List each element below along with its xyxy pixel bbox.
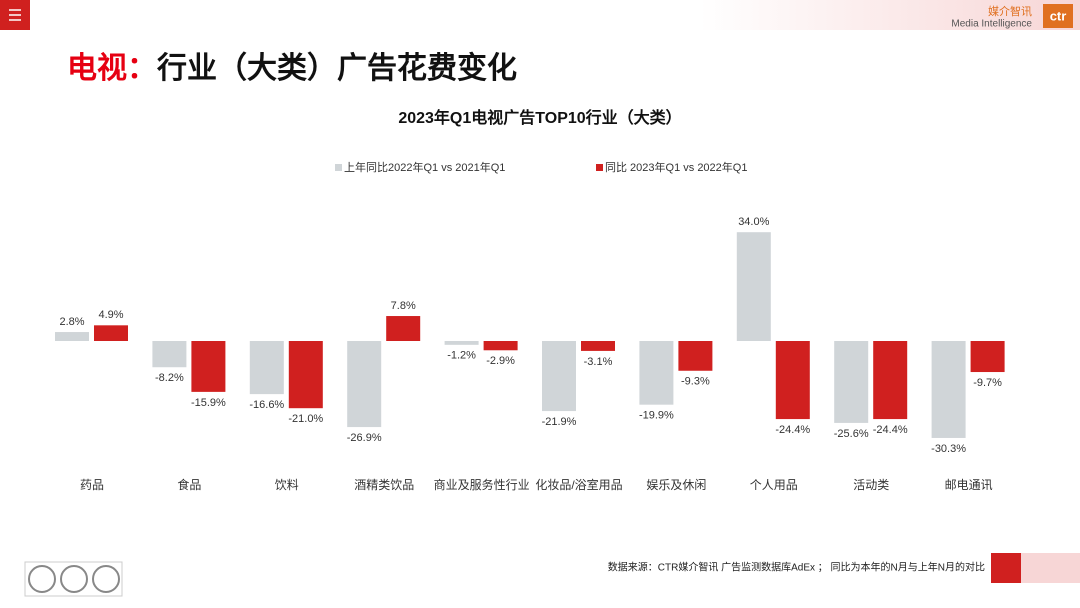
x-tick-label: 活动类 xyxy=(853,478,889,492)
title-main: 行业（大类）广告花费变化 xyxy=(156,51,517,85)
legend-swatch xyxy=(596,164,603,171)
data-label: 7.8% xyxy=(391,300,416,312)
x-tick-label: 化妆品/浴室用品 xyxy=(535,477,622,492)
bar xyxy=(152,341,187,368)
data-label: -9.7% xyxy=(973,377,1002,389)
bar xyxy=(386,316,421,341)
data-label: -3.1% xyxy=(584,356,613,368)
data-label: -21.9% xyxy=(542,416,577,428)
logo-en: Media Intelligence xyxy=(951,19,1032,30)
bar xyxy=(191,341,226,392)
x-tick-label: 娱乐及休闲 xyxy=(646,478,706,492)
menu-icon xyxy=(9,9,21,21)
legend-label: 上年同比2022年Q1 vs 2021年Q1 xyxy=(344,160,505,174)
data-label: 2.8% xyxy=(59,316,84,328)
data-label: -24.4% xyxy=(873,424,908,436)
data-label: -16.6% xyxy=(249,399,284,411)
x-tick-label: 饮料 xyxy=(275,478,299,492)
data-label: -9.3% xyxy=(681,376,710,388)
bar xyxy=(94,325,128,341)
chart-title: 2023年Q1电视广告TOP10行业（大类） xyxy=(398,108,681,127)
data-label: 4.9% xyxy=(98,309,123,321)
source: 数据来源：CTR媒介智讯 广告监测数据库AdEx ； 同比为本年的N月与上年N月… xyxy=(608,561,985,574)
bar xyxy=(249,341,284,395)
x-tick-label: 药品 xyxy=(80,478,104,492)
x-tick-label: 食品 xyxy=(177,477,201,492)
logo-box xyxy=(1043,4,1073,28)
legend-swatch xyxy=(335,164,342,171)
data-label: -30.3% xyxy=(931,443,966,455)
page-title: 电视：行业（大类）广告花费变化 xyxy=(67,51,517,85)
data-label: -1.2% xyxy=(447,350,476,362)
bar xyxy=(873,341,908,420)
x-tick-label: 酒精类饮品 xyxy=(354,478,414,492)
bar xyxy=(483,341,518,351)
data-label: -2.9% xyxy=(486,355,515,367)
data-label: -8.2% xyxy=(155,372,184,384)
logo-mark: ctr xyxy=(1050,8,1067,23)
bar xyxy=(775,341,810,420)
bar xyxy=(288,341,323,409)
title-prefix: 电视： xyxy=(67,52,157,85)
bar xyxy=(970,341,1005,373)
bar xyxy=(678,341,713,371)
footer-box xyxy=(991,553,1021,583)
x-tick-label: 个人用品 xyxy=(750,478,798,492)
cert-icons xyxy=(24,561,123,597)
bar xyxy=(931,341,966,438)
data-label: -15.9% xyxy=(191,397,226,409)
bar xyxy=(55,332,89,341)
bar xyxy=(639,341,674,405)
data-label: 34.0% xyxy=(738,216,769,228)
x-tick-label: 商业及服务性行业 xyxy=(434,477,530,492)
bar xyxy=(542,341,576,412)
bar xyxy=(834,341,869,423)
logo-cn: 媒介智讯 xyxy=(988,4,1032,18)
data-label: -19.9% xyxy=(639,410,674,422)
data-label: -26.9% xyxy=(347,432,382,444)
bar xyxy=(736,232,771,341)
legend-label: 同比 2023年Q1 vs 2022年Q1 xyxy=(605,160,747,174)
data-label: -21.0% xyxy=(288,413,323,425)
bar xyxy=(581,341,615,351)
data-label: -24.4% xyxy=(775,424,810,436)
top-band xyxy=(700,0,1080,30)
data-label: -25.6% xyxy=(834,428,869,440)
bar xyxy=(347,341,382,428)
bar xyxy=(444,341,479,345)
x-tick-label: 邮电通讯 xyxy=(945,478,993,492)
